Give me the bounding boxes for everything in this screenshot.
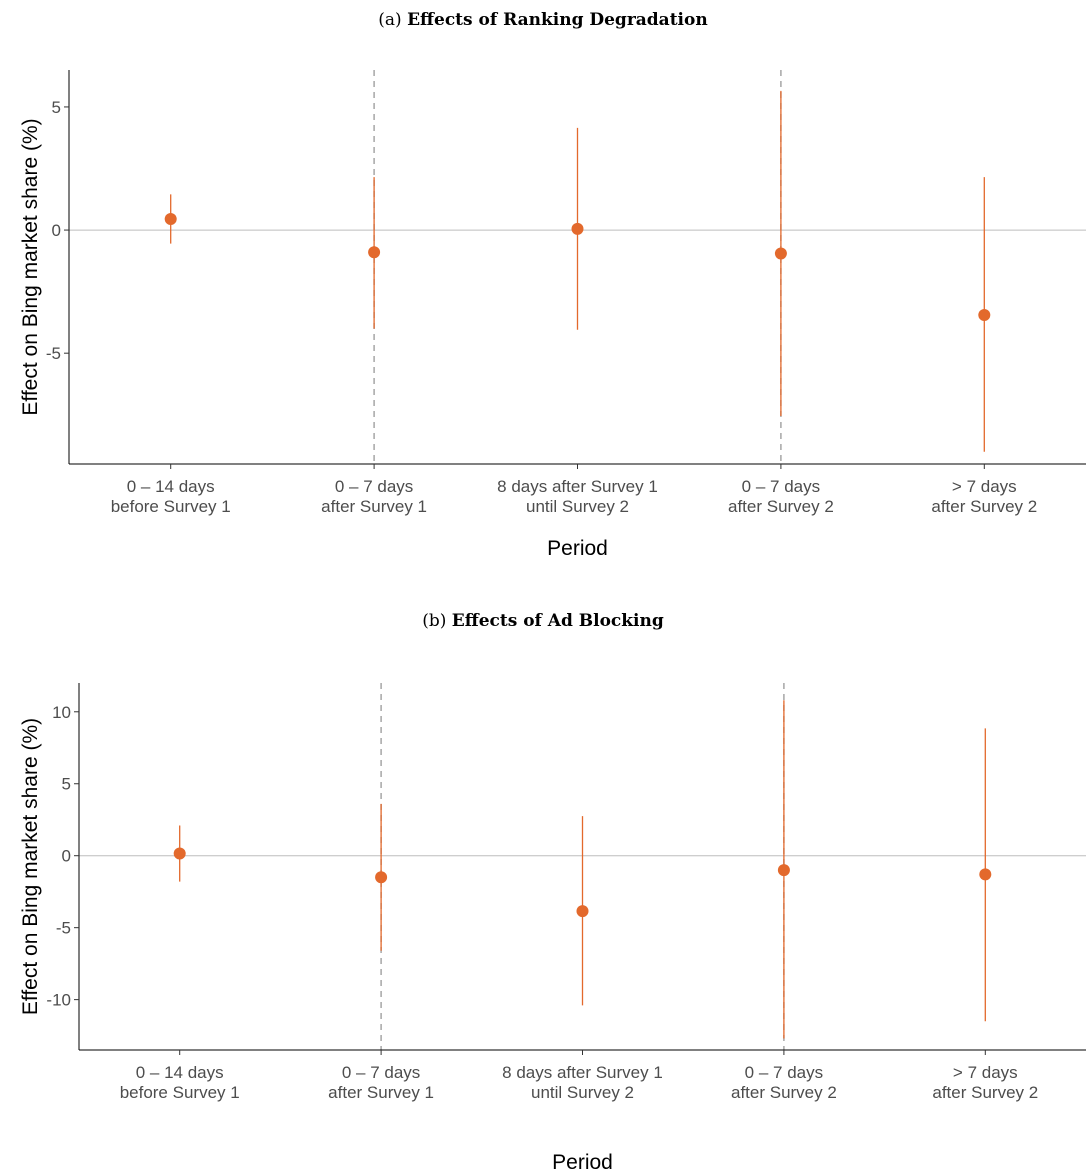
x-tick-label: > 7 days after Survey 2 bbox=[932, 1063, 1038, 1102]
y-tick-label: -10 bbox=[46, 991, 71, 1010]
point-estimate bbox=[571, 222, 584, 235]
point-estimate bbox=[375, 871, 388, 884]
x-tick-label-line: > 7 days bbox=[952, 477, 1017, 496]
x-tick-label-line: after Survey 1 bbox=[328, 1083, 434, 1102]
x-tick-label: 8 days after Survey 1 until Survey 2 bbox=[497, 477, 658, 516]
x-tick-label-line: before Survey 1 bbox=[120, 1083, 240, 1102]
x-tick-label-line: 0 – 14 days bbox=[127, 477, 215, 496]
x-tick-label-line: 0 – 7 days bbox=[335, 477, 413, 496]
panel-label: (a) bbox=[378, 10, 402, 30]
chart-panel-a: (a) Effects of Ranking Degradation -5 0 5 0… bbox=[0, 10, 1086, 560]
x-tick-label: 0 – 7 days after Survey 2 bbox=[731, 1063, 837, 1102]
x-tick-label-line: after Survey 2 bbox=[932, 1083, 1038, 1102]
point-estimate bbox=[576, 905, 589, 918]
y-tick-label: -5 bbox=[56, 919, 71, 938]
point-estimate bbox=[777, 864, 790, 877]
point-estimate bbox=[173, 847, 186, 860]
x-tick-label-line: 0 – 7 days bbox=[742, 477, 820, 496]
x-tick-label-line: after Survey 2 bbox=[731, 1083, 837, 1102]
x-tick-label: 0 – 7 days after Survey 1 bbox=[328, 1063, 434, 1102]
x-tick-label: 0 – 7 days after Survey 2 bbox=[728, 477, 834, 516]
x-tick-label-line: 8 days after Survey 1 bbox=[502, 1063, 663, 1082]
y-axis-title: Effect on Bing market share (%) bbox=[19, 118, 42, 415]
x-tick-label-line: after Survey 2 bbox=[931, 497, 1037, 516]
x-tick-label-line: before Survey 1 bbox=[111, 497, 231, 516]
x-tick-label: 0 – 7 days after Survey 1 bbox=[321, 477, 427, 516]
panel-title-text: Effects of Ad Blocking bbox=[451, 611, 664, 631]
x-tick-label: 8 days after Survey 1 until Survey 2 bbox=[502, 1063, 663, 1102]
y-tick-label: -5 bbox=[46, 344, 61, 363]
chart-title: (b) Effects of Ad Blocking bbox=[0, 611, 1086, 631]
y-axis-title: Effect on Bing market share (%) bbox=[19, 718, 42, 1015]
chart-plot: -5 0 5 0 – 14 days before Survey 1 0 – 7 days… bbox=[19, 70, 1086, 560]
panel-title-text: Effects of Ranking Degradation bbox=[407, 10, 708, 30]
x-tick-label-line: 8 days after Survey 1 bbox=[497, 477, 658, 496]
y-tick-label: 5 bbox=[62, 775, 71, 794]
x-tick-label-line: > 7 days bbox=[953, 1063, 1018, 1082]
point-estimate bbox=[978, 309, 991, 322]
panel-label: (b) bbox=[422, 611, 447, 631]
y-tick-label: 10 bbox=[52, 703, 71, 722]
x-tick-label-line: until Survey 2 bbox=[531, 1083, 634, 1102]
x-axis-title: Period bbox=[547, 537, 608, 560]
y-tick-label: 0 bbox=[52, 221, 61, 240]
y-tick-label: 0 bbox=[62, 847, 71, 866]
x-tick-label-line: until Survey 2 bbox=[526, 497, 629, 516]
y-tick-label: 5 bbox=[52, 98, 61, 117]
x-tick-label-line: 0 – 7 days bbox=[745, 1063, 823, 1082]
chart-panel-b: (b) Effects of Ad Blocking -10 -5 0 5 10 0 – … bbox=[0, 587, 1086, 1174]
x-tick-label-line: 0 – 14 days bbox=[136, 1063, 224, 1082]
point-estimate bbox=[774, 247, 787, 260]
point-estimate bbox=[164, 212, 177, 225]
x-axis-title: Period bbox=[552, 1151, 613, 1174]
x-tick-label-line: 0 – 7 days bbox=[342, 1063, 420, 1082]
chart-plot: -10 -5 0 5 10 0 – 14 days before Survey 1 0 – 7… bbox=[19, 683, 1086, 1174]
x-tick-label: > 7 days after Survey 2 bbox=[931, 477, 1037, 516]
x-tick-label: 0 – 14 days before Survey 1 bbox=[111, 477, 231, 516]
x-tick-label-line: after Survey 1 bbox=[321, 497, 427, 516]
chart-title: (a) Effects of Ranking Degradation bbox=[0, 10, 1086, 30]
point-estimate bbox=[368, 246, 381, 259]
point-estimate bbox=[979, 868, 992, 881]
x-tick-label-line: after Survey 2 bbox=[728, 497, 834, 516]
x-tick-label: 0 – 14 days before Survey 1 bbox=[120, 1063, 240, 1102]
